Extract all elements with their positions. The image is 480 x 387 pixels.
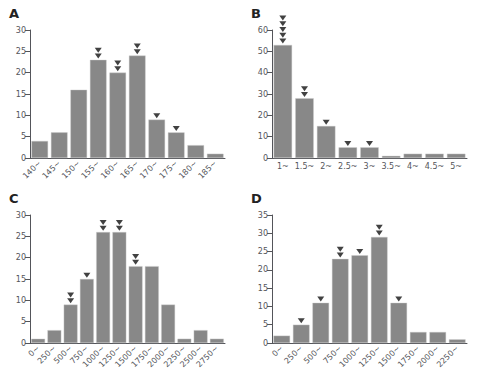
- svg-text:750~: 750~: [68, 343, 91, 366]
- svg-text:2250~: 2250~: [435, 344, 460, 369]
- svg-text:30: 30: [258, 90, 268, 99]
- svg-text:185~: 185~: [197, 159, 219, 181]
- svg-text:1.5~: 1.5~: [295, 162, 314, 171]
- svg-text:50: 50: [258, 47, 268, 56]
- svg-text:160~: 160~: [99, 159, 121, 181]
- svg-text:60: 60: [258, 26, 268, 35]
- svg-text:25: 25: [16, 47, 26, 56]
- svg-text:D: D: [251, 191, 262, 206]
- svg-text:145~: 145~: [41, 159, 63, 181]
- svg-text:4.5~: 4.5~: [425, 162, 444, 171]
- svg-text:4~: 4~: [407, 162, 419, 171]
- svg-text:500~: 500~: [51, 343, 74, 366]
- svg-text:30: 30: [258, 229, 268, 238]
- svg-text:20: 20: [258, 265, 268, 274]
- svg-text:150~: 150~: [60, 159, 82, 181]
- svg-text:25: 25: [258, 247, 268, 256]
- svg-text:0~: 0~: [26, 343, 42, 359]
- svg-text:1750~: 1750~: [129, 343, 156, 370]
- svg-text:5: 5: [21, 317, 26, 326]
- svg-text:5~: 5~: [450, 162, 462, 171]
- svg-text:15: 15: [16, 90, 26, 99]
- svg-text:155~: 155~: [80, 159, 102, 181]
- svg-text:0: 0: [263, 154, 268, 163]
- svg-text:2~: 2~: [320, 162, 332, 171]
- svg-text:10: 10: [16, 111, 26, 120]
- svg-text:C: C: [9, 191, 19, 206]
- svg-text:10: 10: [258, 302, 268, 311]
- svg-text:3.5~: 3.5~: [381, 162, 400, 171]
- svg-text:2500~: 2500~: [178, 343, 204, 370]
- svg-text:1500~: 1500~: [113, 343, 139, 370]
- svg-text:165~: 165~: [119, 159, 141, 181]
- svg-text:1500~: 1500~: [376, 343, 402, 370]
- svg-text:20: 20: [16, 253, 26, 262]
- svg-text:0: 0: [21, 154, 26, 163]
- svg-text:2000~: 2000~: [145, 343, 172, 370]
- svg-text:1250~: 1250~: [97, 343, 123, 370]
- svg-text:30: 30: [16, 211, 26, 220]
- svg-text:170~: 170~: [138, 159, 160, 181]
- svg-text:35: 35: [258, 211, 268, 220]
- svg-text:0~: 0~: [270, 344, 285, 359]
- svg-text:1000~: 1000~: [337, 343, 363, 370]
- svg-text:25: 25: [16, 232, 26, 241]
- svg-text:750~: 750~: [321, 343, 344, 366]
- svg-text:250~: 250~: [35, 343, 58, 366]
- svg-text:2750~: 2750~: [195, 344, 220, 369]
- svg-text:175~: 175~: [158, 159, 180, 181]
- svg-text:2000~: 2000~: [415, 343, 441, 370]
- svg-text:10: 10: [16, 296, 26, 305]
- svg-text:0: 0: [263, 339, 268, 348]
- svg-text:140~: 140~: [21, 159, 43, 181]
- svg-text:5: 5: [21, 132, 26, 141]
- svg-text:15: 15: [16, 275, 26, 284]
- svg-text:1000~: 1000~: [80, 343, 107, 370]
- svg-text:2250~: 2250~: [162, 343, 188, 370]
- svg-text:40: 40: [258, 68, 268, 77]
- svg-text:1~: 1~: [277, 162, 289, 171]
- svg-text:250~: 250~: [283, 344, 305, 366]
- svg-text:180~: 180~: [177, 159, 199, 181]
- svg-text:20: 20: [16, 68, 26, 77]
- svg-text:1250~: 1250~: [357, 343, 383, 370]
- svg-text:1750~: 1750~: [396, 343, 422, 370]
- svg-text:B: B: [251, 6, 261, 21]
- svg-text:10: 10: [258, 132, 268, 141]
- svg-text:500~: 500~: [302, 344, 324, 366]
- svg-text:5: 5: [263, 320, 268, 329]
- svg-text:20: 20: [258, 111, 268, 120]
- svg-text:2.5~: 2.5~: [338, 162, 357, 171]
- svg-text:A: A: [9, 6, 19, 21]
- svg-text:15: 15: [258, 284, 268, 293]
- svg-text:0: 0: [21, 339, 26, 348]
- svg-text:30: 30: [16, 26, 26, 35]
- svg-text:3~: 3~: [364, 162, 376, 171]
